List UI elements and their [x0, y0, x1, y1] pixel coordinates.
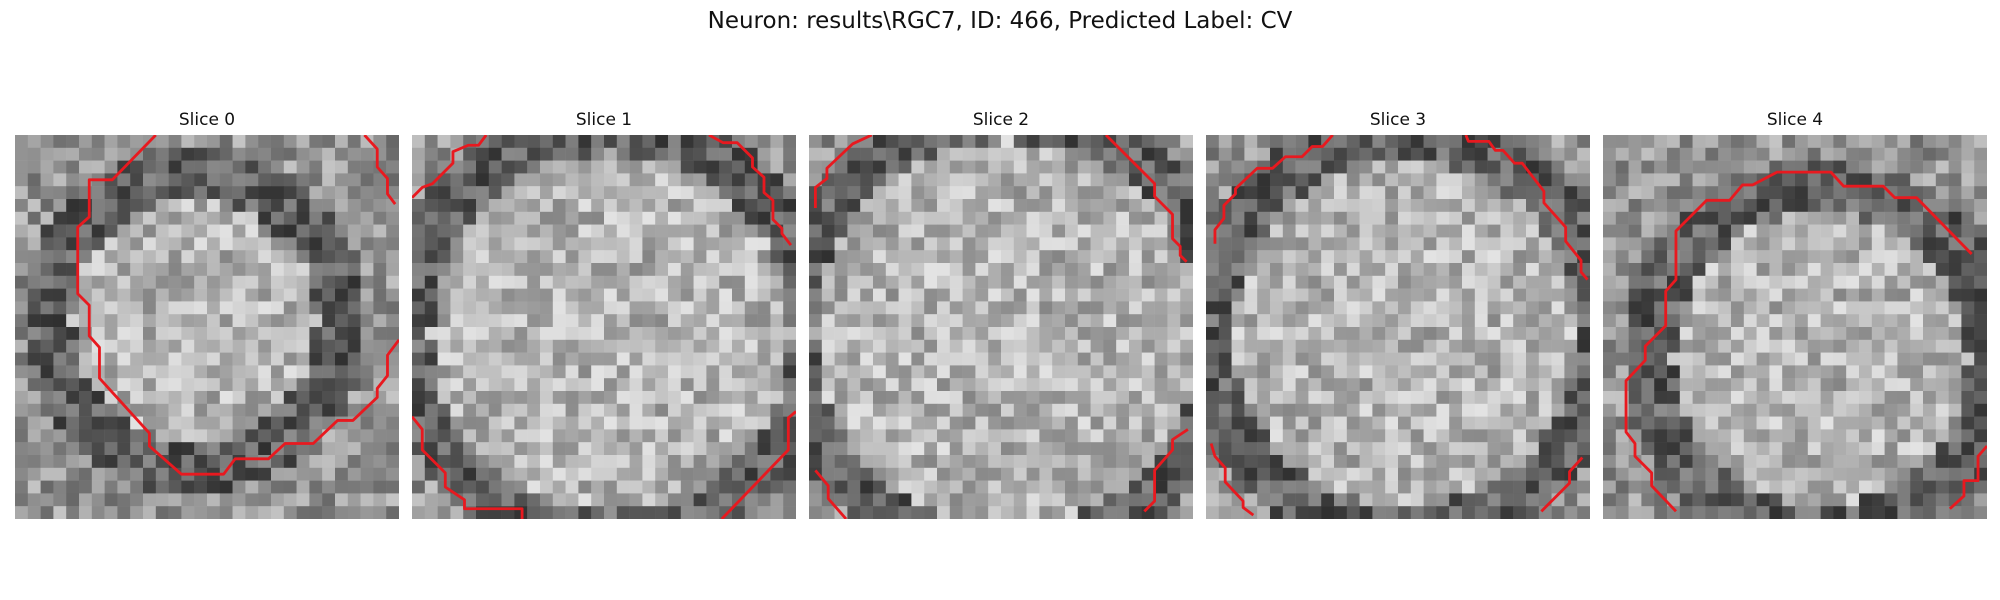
slice-title-1: Slice 1 — [412, 110, 796, 130]
slice-panel-2: Slice 2 — [809, 110, 1193, 520]
slice-image-3 — [1206, 135, 1590, 519]
slice-title-2: Slice 2 — [809, 110, 1193, 130]
slice-image-1 — [412, 135, 796, 519]
slice-panel-0: Slice 0 — [15, 110, 399, 520]
slice-title-0: Slice 0 — [15, 110, 399, 130]
slice-panel-4: Slice 4 — [1603, 110, 1987, 520]
slice-image-4 — [1603, 135, 1987, 519]
slice-title-4: Slice 4 — [1603, 110, 1987, 130]
slice-image-0 — [15, 135, 399, 519]
figure-title: Neuron: results\RGC7, ID: 466, Predicted… — [0, 8, 2000, 34]
pixel-grid — [1603, 135, 1987, 519]
pixel-grid — [15, 135, 399, 519]
slice-image-2 — [809, 135, 1193, 519]
slice-panel-1: Slice 1 — [412, 110, 796, 520]
pixel-grid — [809, 135, 1193, 519]
slice-title-3: Slice 3 — [1206, 110, 1590, 130]
pixel-grid — [1206, 135, 1590, 519]
pixel-grid — [412, 135, 796, 519]
slice-panel-3: Slice 3 — [1206, 110, 1590, 520]
